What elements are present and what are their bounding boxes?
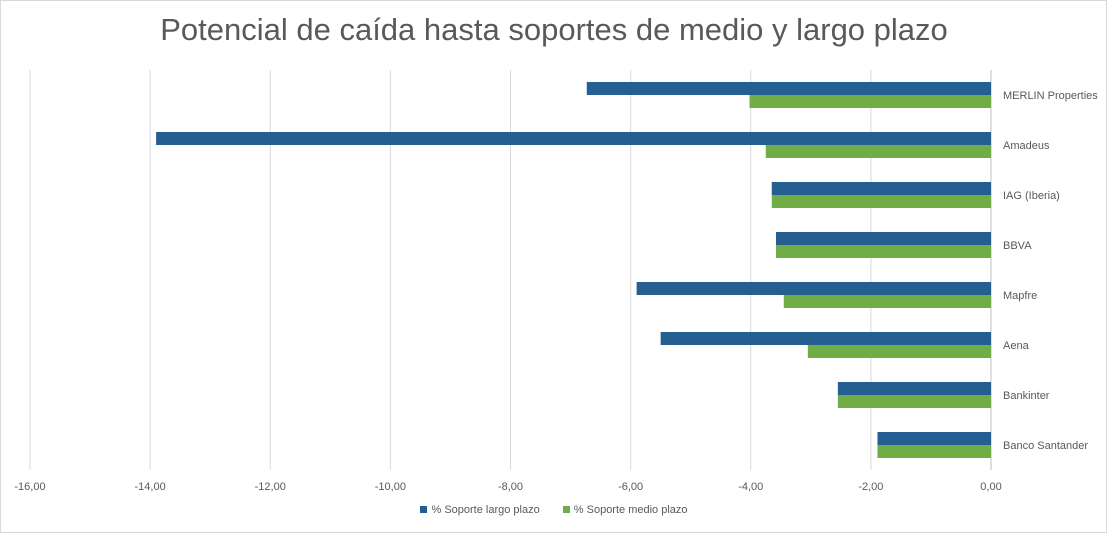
category-label-5: Aena xyxy=(1003,340,1030,352)
legend-swatch-medio xyxy=(562,506,570,513)
category-label-0: MERLIN Properties xyxy=(1003,90,1098,102)
x-tick-label-7: -2,00 xyxy=(858,481,883,493)
legend-entry-largo: % Soporte largo plazo xyxy=(420,504,540,516)
bar-largo-2 xyxy=(771,182,991,195)
category-label-4: Mapfre xyxy=(1003,290,1037,302)
category-label-2: IAG (Iberia) xyxy=(1003,190,1060,202)
bar-largo-4 xyxy=(636,282,991,295)
bar-medio-2 xyxy=(771,195,991,208)
category-label-1: Amadeus xyxy=(1003,140,1050,152)
x-tick-label-2: -12,00 xyxy=(255,481,286,493)
bar-medio-0 xyxy=(749,95,991,108)
bar-medio-7 xyxy=(877,445,991,458)
legend-label-largo: % Soporte largo plazo xyxy=(431,504,540,516)
chart-legend: % Soporte largo plazo % Soporte medio pl… xyxy=(0,504,1108,516)
bar-largo-0 xyxy=(586,82,991,95)
category-label-6: Bankinter xyxy=(1003,390,1050,402)
bar-largo-1 xyxy=(156,132,992,145)
x-tick-label-1: -14,00 xyxy=(135,481,166,493)
x-tick-label-0: -16,00 xyxy=(14,481,45,493)
bar-medio-5 xyxy=(807,345,991,358)
bar-medio-4 xyxy=(783,295,991,308)
category-label-3: BBVA xyxy=(1003,240,1032,252)
bar-medio-3 xyxy=(775,245,991,258)
category-label-7: Banco Santander xyxy=(1003,440,1088,452)
legend-entry-medio: % Soporte medio plazo xyxy=(562,504,688,516)
bar-medio-6 xyxy=(837,395,991,408)
x-tick-label-4: -8,00 xyxy=(498,481,523,493)
x-tick-label-6: -4,00 xyxy=(738,481,763,493)
bar-largo-7 xyxy=(877,432,991,445)
chart-title: Potencial de caída hasta soportes de med… xyxy=(160,12,948,47)
legend-label-medio: % Soporte medio plazo xyxy=(573,504,688,516)
x-tick-label-5: -6,00 xyxy=(618,481,643,493)
x-tick-label-8: 0,00 xyxy=(980,481,1001,493)
bar-largo-3 xyxy=(775,232,991,245)
x-tick-label-3: -10,00 xyxy=(375,481,406,493)
bar-largo-5 xyxy=(660,332,991,345)
bar-largo-6 xyxy=(837,382,991,395)
legend-swatch-largo xyxy=(420,506,428,513)
bar-medio-1 xyxy=(765,145,991,158)
